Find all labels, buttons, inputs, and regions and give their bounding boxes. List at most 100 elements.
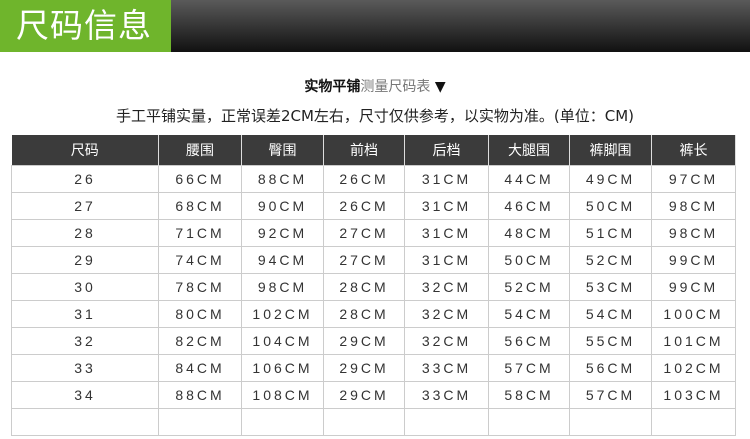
table-cell: 33: [11, 353, 159, 382]
table-cell: 28CM: [323, 299, 405, 328]
table-cell: 49CM: [569, 164, 652, 193]
table-cell: 28: [11, 218, 159, 247]
table-cell: 27CM: [323, 245, 405, 274]
subtitle-bold: 实物平铺: [304, 79, 361, 95]
table-cell: 54CM: [569, 299, 652, 328]
table-cell: 92CM: [241, 218, 324, 247]
table-cell: 97CM: [651, 164, 736, 193]
column-header: 大腿围: [488, 135, 570, 165]
table-cell: 106CM: [241, 353, 324, 382]
table-cell: 33CM: [404, 380, 489, 409]
table-cell: 56CM: [488, 326, 570, 355]
table-cell: 88CM: [241, 164, 324, 193]
table-cell: 26CM: [323, 164, 405, 193]
table-row: 34 88CM 108CM 29CM 33CM 58CM 57CM 103CM: [11, 380, 736, 409]
banner-title: 尺码信息: [0, 0, 171, 52]
size-table: 尺码 腰围 臀围 前档 后档 大腿围 裤脚围 裤长 26 66CM 88CM 26CM 31CM 44C…: [11, 135, 736, 436]
table-header-row: 尺码 腰围 臀围 前档 后档 大腿围 裤脚围 裤长: [11, 135, 736, 165]
table-cell: 27: [11, 191, 159, 220]
table-row: [11, 407, 736, 436]
table-cell: 29CM: [323, 326, 405, 355]
table-cell: 71CM: [158, 218, 242, 247]
table-cell: 78CM: [158, 272, 242, 301]
table-cell: 32CM: [404, 326, 489, 355]
table-cell: 98CM: [651, 218, 736, 247]
table-cell: 32: [11, 326, 159, 355]
table-row: 33 84CM 106CM 29CM 33CM 57CM 56CM 102CM: [11, 353, 736, 382]
table-cell: 52CM: [488, 272, 570, 301]
table-cell: 31CM: [404, 191, 489, 220]
column-header: 尺码: [11, 135, 159, 165]
table-cell: 100CM: [651, 299, 736, 328]
table-cell: 32CM: [404, 272, 489, 301]
table-cell: 32CM: [404, 299, 489, 328]
measurement-note: 手工平铺实量，正常误差2CM左右，尺寸仅供参考，以实物为准。(单位：CM): [115, 107, 635, 125]
table-cell: 103CM: [651, 380, 736, 409]
table-cell: 29CM: [323, 353, 405, 382]
table-cell: [651, 407, 736, 436]
table-cell: [488, 407, 570, 436]
table-subtitle: 实物平铺测量尺码表 ▼: [0, 76, 750, 96]
table-cell: 51CM: [569, 218, 652, 247]
table-cell: 29CM: [323, 380, 405, 409]
table-cell: 28CM: [323, 272, 405, 301]
table-cell: [569, 407, 652, 436]
table-cell: 31CM: [404, 245, 489, 274]
table-cell: 57CM: [569, 380, 652, 409]
table-cell: 74CM: [158, 245, 242, 274]
table-cell: 58CM: [488, 380, 570, 409]
table-cell: [241, 407, 324, 436]
table-cell: 90CM: [241, 191, 324, 220]
table-cell: 29: [11, 245, 159, 274]
table-cell: 84CM: [158, 353, 242, 382]
table-cell: 108CM: [241, 380, 324, 409]
table-cell: 55CM: [569, 326, 652, 355]
column-header: 裤脚围: [569, 135, 652, 165]
table-cell: 48CM: [488, 218, 570, 247]
table-cell: 52CM: [569, 245, 652, 274]
column-header: 后档: [404, 135, 489, 165]
table-row: 27 68CM 90CM 26CM 31CM 46CM 50CM 98CM: [11, 191, 736, 220]
table-row: 30 78CM 98CM 28CM 32CM 52CM 53CM 99CM: [11, 272, 736, 301]
table-cell: 101CM: [651, 326, 736, 355]
table-cell: 80CM: [158, 299, 242, 328]
table-cell: 57CM: [488, 353, 570, 382]
table-cell: 99CM: [651, 245, 736, 274]
table-cell: 66CM: [158, 164, 242, 193]
table-row: 28 71CM 92CM 27CM 31CM 48CM 51CM 98CM: [11, 218, 736, 247]
column-header: 前档: [323, 135, 405, 165]
table-cell: 31CM: [404, 218, 489, 247]
table-cell: 99CM: [651, 272, 736, 301]
table-cell: 53CM: [569, 272, 652, 301]
table-cell: [323, 407, 405, 436]
table-cell: 82CM: [158, 326, 242, 355]
table-cell: 102CM: [651, 353, 736, 382]
table-cell: 44CM: [488, 164, 570, 193]
table-cell: 26: [11, 164, 159, 193]
table-cell: 31CM: [404, 164, 489, 193]
table-cell: [11, 407, 159, 436]
triangle-down-icon: ▼: [434, 79, 446, 95]
table-cell: 56CM: [569, 353, 652, 382]
table-cell: 68CM: [158, 191, 242, 220]
table-cell: [404, 407, 489, 436]
table-cell: 50CM: [569, 191, 652, 220]
column-header: 裤长: [651, 135, 736, 165]
table-row: 31 80CM 102CM 28CM 32CM 54CM 54CM 100CM: [11, 299, 736, 328]
subtitle-grey: 测量尺码表: [360, 79, 431, 95]
table-cell: 26CM: [323, 191, 405, 220]
table-cell: 54CM: [488, 299, 570, 328]
column-header: 臀围: [241, 135, 324, 165]
table-row: 26 66CM 88CM 26CM 31CM 44CM 49CM 97CM: [11, 164, 736, 193]
header-banner: 尺码信息: [0, 0, 750, 52]
table-cell: 31: [11, 299, 159, 328]
table-cell: [158, 407, 242, 436]
table-cell: 50CM: [488, 245, 570, 274]
table-cell: 34: [11, 380, 159, 409]
table-cell: 102CM: [241, 299, 324, 328]
table-cell: 98CM: [651, 191, 736, 220]
table-cell: 27CM: [323, 218, 405, 247]
table-cell: 88CM: [158, 380, 242, 409]
table-cell: 104CM: [241, 326, 324, 355]
column-header: 腰围: [158, 135, 242, 165]
